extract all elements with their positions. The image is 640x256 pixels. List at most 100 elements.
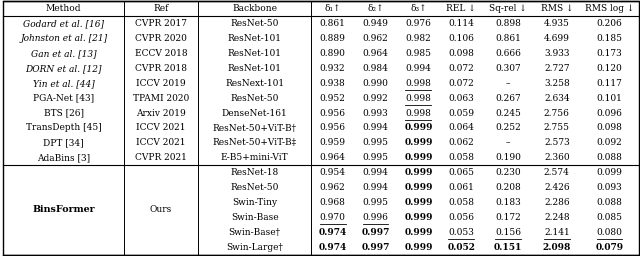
Text: 0.861: 0.861	[495, 34, 521, 43]
Text: 0.956: 0.956	[319, 109, 346, 118]
Text: CVPR 2017: CVPR 2017	[135, 19, 187, 28]
Text: 0.999: 0.999	[404, 213, 433, 222]
Text: 0.974: 0.974	[319, 228, 347, 237]
Text: 2.756: 2.756	[544, 109, 570, 118]
Text: BinsFormer: BinsFormer	[33, 206, 95, 215]
Text: DORN et al. [12]: DORN et al. [12]	[26, 64, 102, 73]
Text: Arxiv 2019: Arxiv 2019	[136, 109, 186, 118]
Text: 0.898: 0.898	[495, 19, 521, 28]
Text: 0.056: 0.056	[449, 213, 474, 222]
Text: 2.574: 2.574	[544, 168, 570, 177]
Text: 0.997: 0.997	[362, 228, 390, 237]
Text: 0.999: 0.999	[404, 183, 433, 192]
Text: 0.093: 0.093	[596, 183, 622, 192]
Text: ResNet-50+ViT-B‡: ResNet-50+ViT-B‡	[212, 138, 297, 147]
Text: 0.952: 0.952	[320, 94, 346, 103]
Text: 0.938: 0.938	[320, 79, 346, 88]
Text: ResNet-50: ResNet-50	[230, 19, 279, 28]
Text: 0.962: 0.962	[320, 183, 346, 192]
Text: 0.059: 0.059	[449, 109, 474, 118]
Text: 0.267: 0.267	[495, 94, 521, 103]
Text: 4.935: 4.935	[544, 19, 570, 28]
Text: 2.248: 2.248	[544, 213, 570, 222]
Text: 0.062: 0.062	[449, 138, 474, 147]
Text: 2.286: 2.286	[544, 198, 570, 207]
Text: 0.964: 0.964	[320, 153, 346, 162]
Text: ResNet-50+ViT-B†: ResNet-50+ViT-B†	[212, 123, 297, 133]
Text: 0.995: 0.995	[362, 198, 388, 207]
Text: 0.208: 0.208	[495, 183, 521, 192]
Text: 0.230: 0.230	[495, 168, 521, 177]
Text: TransDepth [45]: TransDepth [45]	[26, 123, 102, 133]
Text: 0.993: 0.993	[363, 109, 388, 118]
Text: 0.185: 0.185	[596, 34, 623, 43]
Text: Ref: Ref	[154, 4, 169, 13]
Text: 0.984: 0.984	[363, 64, 388, 73]
Text: 0.098: 0.098	[449, 49, 474, 58]
Text: 0.994: 0.994	[406, 64, 431, 73]
Text: 0.999: 0.999	[404, 153, 433, 162]
Text: CVPR 2018: CVPR 2018	[135, 64, 187, 73]
Text: 0.092: 0.092	[596, 138, 622, 147]
Text: 0.072: 0.072	[449, 64, 474, 73]
Text: 0.999: 0.999	[404, 243, 433, 252]
Text: 0.994: 0.994	[363, 168, 388, 177]
Text: 0.080: 0.080	[596, 228, 623, 237]
Text: PGA-Net [43]: PGA-Net [43]	[33, 94, 94, 103]
Text: 0.173: 0.173	[596, 49, 622, 58]
Text: 0.998: 0.998	[406, 94, 431, 103]
Text: Swin-Large†: Swin-Large†	[227, 243, 283, 252]
Text: 0.996: 0.996	[363, 213, 388, 222]
Text: 0.099: 0.099	[596, 168, 623, 177]
Text: AdaBins [3]: AdaBins [3]	[37, 153, 90, 162]
Text: Ours: Ours	[150, 206, 172, 215]
Text: ICCV 2021: ICCV 2021	[136, 138, 186, 147]
Text: 0.190: 0.190	[495, 153, 521, 162]
Text: 0.666: 0.666	[495, 49, 521, 58]
Text: 0.976: 0.976	[406, 19, 431, 28]
Text: 2.426: 2.426	[544, 183, 570, 192]
Text: 0.998: 0.998	[406, 109, 431, 118]
Text: Swin-Base†: Swin-Base†	[228, 228, 281, 237]
Text: Gan et al. [13]: Gan et al. [13]	[31, 49, 97, 58]
Text: REL ↓: REL ↓	[447, 4, 476, 13]
Text: Yin et al. [44]: Yin et al. [44]	[33, 79, 95, 88]
Text: 0.101: 0.101	[596, 94, 623, 103]
Text: 0.949: 0.949	[363, 19, 388, 28]
Text: 0.252: 0.252	[495, 123, 521, 133]
Text: 0.063: 0.063	[449, 94, 474, 103]
Text: ResNet-101: ResNet-101	[228, 49, 282, 58]
Text: 0.999: 0.999	[404, 123, 433, 133]
Text: 0.992: 0.992	[363, 94, 388, 103]
Text: 0.079: 0.079	[595, 243, 623, 252]
Text: 2.360: 2.360	[544, 153, 570, 162]
Text: Swin-Base: Swin-Base	[231, 213, 278, 222]
Text: 0.994: 0.994	[363, 123, 388, 133]
Text: 0.061: 0.061	[449, 183, 474, 192]
Text: 0.999: 0.999	[404, 198, 433, 207]
Text: 0.072: 0.072	[449, 79, 474, 88]
Text: DPT [34]: DPT [34]	[44, 138, 84, 147]
Text: CVPR 2020: CVPR 2020	[135, 34, 187, 43]
Text: ECCV 2018: ECCV 2018	[135, 49, 188, 58]
Text: 0.052: 0.052	[447, 243, 476, 252]
Text: Godard et al. [16]: Godard et al. [16]	[23, 19, 104, 28]
Text: 0.151: 0.151	[494, 243, 522, 252]
Text: ResNet-101: ResNet-101	[228, 34, 282, 43]
Text: DenseNet-161: DenseNet-161	[222, 109, 287, 118]
Text: 4.699: 4.699	[544, 34, 570, 43]
Text: 0.183: 0.183	[495, 198, 521, 207]
Text: RMS ↓: RMS ↓	[541, 4, 573, 13]
Text: 0.206: 0.206	[596, 19, 622, 28]
Text: 2.755: 2.755	[544, 123, 570, 133]
Text: 0.096: 0.096	[596, 109, 623, 118]
Text: RMS log ↓: RMS log ↓	[585, 4, 634, 13]
Text: 2.141: 2.141	[544, 228, 570, 237]
Text: 0.990: 0.990	[363, 79, 388, 88]
Text: Backbone: Backbone	[232, 4, 277, 13]
Text: Sq-rel ↓: Sq-rel ↓	[489, 4, 527, 13]
Text: 3.933: 3.933	[544, 49, 570, 58]
Text: 0.954: 0.954	[319, 168, 346, 177]
Text: ResNet-50: ResNet-50	[230, 183, 279, 192]
Text: 0.065: 0.065	[449, 168, 474, 177]
